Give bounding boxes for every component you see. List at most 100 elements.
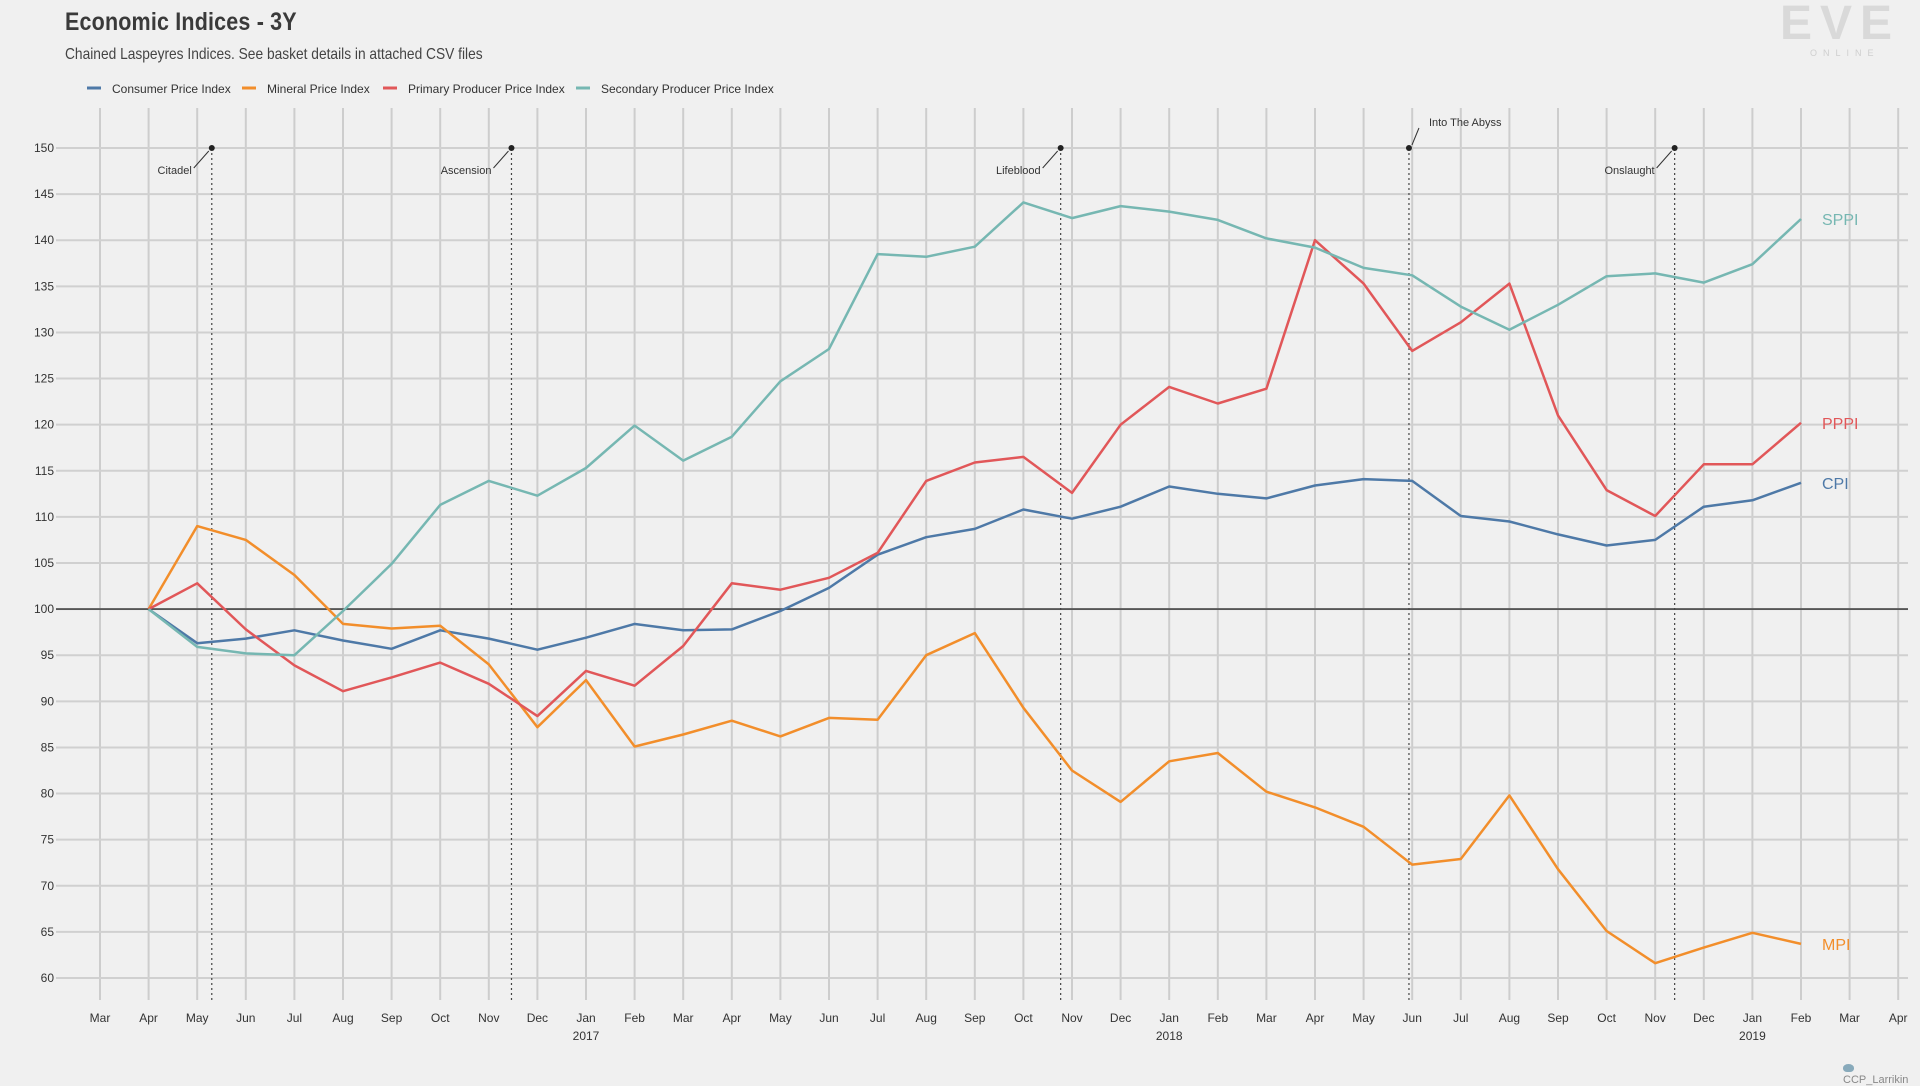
x-tick-label: Oct: [431, 1011, 450, 1025]
x-tick-label: Oct: [1014, 1011, 1033, 1025]
x-tick-label: Nov: [1061, 1011, 1082, 1025]
annotation-leader: [1411, 127, 1420, 146]
x-tick-label: Aug: [1499, 1011, 1520, 1025]
x-tick-label: Apr: [139, 1011, 158, 1025]
x-tick-label: Jul: [287, 1011, 302, 1025]
y-tick-label: 130: [34, 325, 54, 339]
x-tick-label: Aug: [332, 1011, 353, 1025]
x-tick-label: Sep: [1547, 1011, 1569, 1025]
x-tick-label: Jun: [1403, 1011, 1422, 1025]
series-line-sppi: [147, 201, 1802, 657]
x-tick-label: Jul: [870, 1011, 885, 1025]
annotation-label: Lifeblood: [996, 165, 1041, 177]
x-year-label: 2018: [1156, 1029, 1183, 1043]
y-tick-label: 70: [41, 879, 55, 893]
x-year-label: 2019: [1739, 1029, 1766, 1043]
x-tick-label: Jun: [236, 1011, 255, 1025]
series-end-label: SPPI: [1822, 212, 1858, 229]
legend-label: Mineral Price Index: [267, 82, 370, 96]
x-axis: Mar Apr May Jun Jul Aug Sep Oct Nov Dec Jan 2017 Feb…: [90, 1011, 1908, 1043]
logo-main-text: EVE: [1780, 0, 1901, 50]
y-axis: 60 65 70 75 80 85 90 95 100 105 110 115 120 125 130 135…: [34, 141, 54, 985]
y-tick-label: 120: [34, 418, 54, 432]
x-tick-label: Jan: [576, 1011, 595, 1025]
series-line-cpi: [147, 477, 1802, 651]
legend-label: Secondary Producer Price Index: [601, 82, 774, 96]
y-tick-label: 60: [41, 971, 55, 985]
series-line-mpi: [147, 524, 1802, 965]
y-tick-label: 85: [41, 740, 55, 754]
y-tick-label: 90: [41, 694, 55, 708]
x-tick-label: Sep: [381, 1011, 403, 1025]
y-tick-label: 110: [35, 510, 54, 524]
y-tick-label: 100: [34, 602, 54, 616]
y-tick-label: 80: [41, 787, 55, 801]
annotation-leader: [1656, 150, 1673, 169]
x-tick-label: Feb: [1791, 1011, 1812, 1025]
x-tick-label: Mar: [90, 1011, 111, 1025]
annotation-dot: [208, 145, 215, 151]
series-end-label: PPPI: [1822, 416, 1858, 433]
series-lines: CPI MPI PPPI SPPI: [147, 201, 1858, 965]
twitter-icon: [1843, 1064, 1854, 1073]
x-tick-label: Feb: [624, 1011, 645, 1025]
y-tick-label: 75: [41, 833, 55, 847]
x-tick-label: Mar: [1839, 1011, 1860, 1025]
legend-label: Primary Producer Price Index: [408, 82, 565, 96]
x-tick-label: Mar: [673, 1011, 694, 1025]
y-tick-label: 95: [41, 648, 55, 662]
x-tick-label: Jun: [819, 1011, 838, 1025]
annotation-leader: [193, 150, 210, 169]
annotation-leader: [493, 150, 509, 169]
y-tick-label: 140: [34, 233, 54, 247]
annotation-label: Citadel: [158, 165, 192, 177]
x-tick-label: Apr: [1889, 1011, 1908, 1025]
y-tick-label: 65: [41, 925, 55, 939]
x-year-label: 2017: [573, 1029, 600, 1043]
x-tick-label: Aug: [916, 1011, 937, 1025]
annotation-dot: [1405, 145, 1412, 151]
x-tick-label: Jan: [1160, 1011, 1179, 1025]
y-tick-label: 150: [34, 141, 54, 155]
release-annotations: Citadel Ascension Lifeblood Into The Abyss O…: [158, 117, 1678, 1000]
x-tick-label: Feb: [1207, 1011, 1228, 1025]
x-tick-label: Sep: [964, 1011, 986, 1025]
y-tick-label: 125: [34, 372, 54, 386]
annotation-dot: [1671, 145, 1678, 151]
x-tick-label: May: [769, 1011, 792, 1025]
annotation-label: Into The Abyss: [1429, 117, 1502, 129]
chart-subtitle: Chained Laspeyres Indices. See basket de…: [65, 46, 483, 63]
chart-title: Economic Indices - 3Y: [65, 8, 297, 36]
series-end-label: MPI: [1822, 937, 1850, 954]
x-tick-label: Jan: [1743, 1011, 1762, 1025]
annotation-label: Ascension: [441, 165, 492, 177]
logo-sub-text: ONLINE: [1810, 48, 1880, 58]
gridlines: [56, 108, 1908, 1000]
x-tick-label: Dec: [1110, 1011, 1131, 1025]
y-tick-label: 145: [34, 187, 54, 201]
credit: CCP_Larrikin: [1843, 1062, 1920, 1086]
x-tick-label: Apr: [722, 1011, 741, 1025]
x-tick-label: Apr: [1306, 1011, 1325, 1025]
y-tick-label: 115: [35, 464, 54, 478]
x-tick-label: Dec: [527, 1011, 548, 1025]
x-tick-label: Nov: [478, 1011, 499, 1025]
annotation-leader: [1042, 150, 1059, 169]
series-end-label: CPI: [1822, 476, 1849, 493]
credit-handle: CCP_Larrikin: [1843, 1074, 1909, 1086]
eve-online-logo: EVE ONLINE: [1780, 0, 1910, 60]
annotation-dot: [1057, 145, 1064, 151]
annotation-dot: [508, 145, 515, 151]
y-tick-label: 105: [34, 556, 54, 570]
x-tick-label: May: [186, 1011, 209, 1025]
x-tick-label: Dec: [1693, 1011, 1714, 1025]
legend: Consumer Price Index Mineral Price Index P…: [87, 82, 774, 96]
annotation-label: Onslaught: [1604, 165, 1654, 177]
series-line-pppi: [148, 238, 1802, 718]
x-tick-label: Oct: [1597, 1011, 1616, 1025]
x-tick-label: Nov: [1645, 1011, 1666, 1025]
x-tick-label: Mar: [1256, 1011, 1277, 1025]
x-tick-label: May: [1352, 1011, 1375, 1025]
legend-label: Consumer Price Index: [112, 82, 231, 96]
